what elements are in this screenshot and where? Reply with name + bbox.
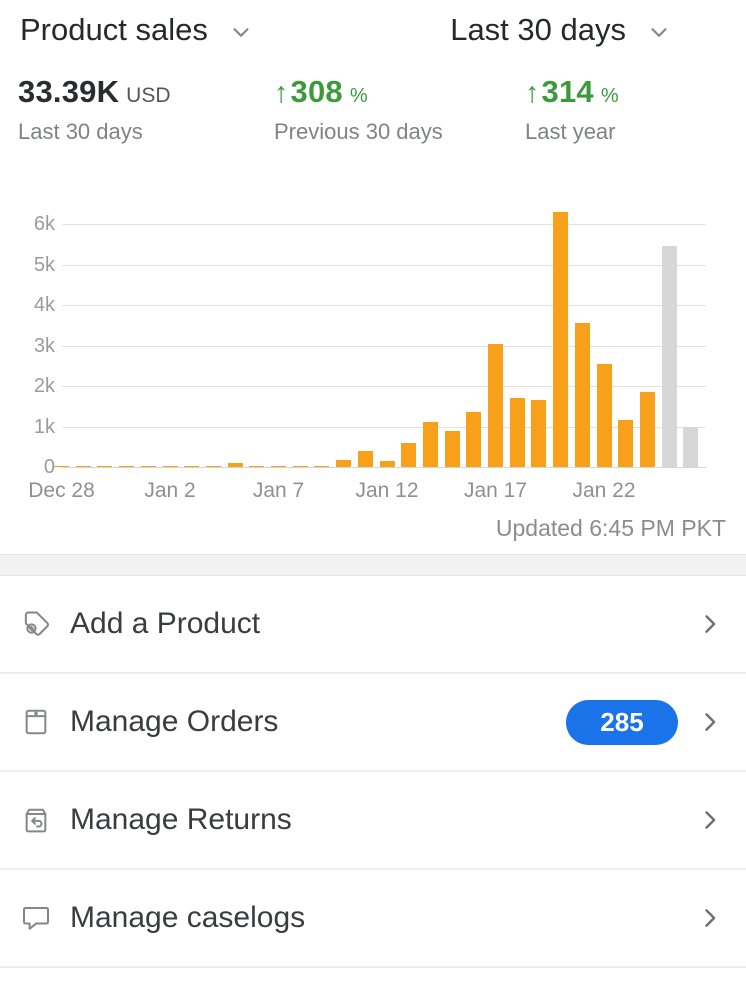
chevron-right-icon [696,708,724,736]
chart-bar-jan-12[interactable] [379,460,395,467]
chart-bar-jan-23[interactable] [618,420,634,467]
up-arrow-icon: ↑ [525,77,540,109]
chart-bar-jan-3[interactable] [184,465,200,467]
stats-row: 33.39K USD Last 30 days ↑ 308 % Previous… [0,74,746,145]
stat-label: Last 30 days [18,119,143,144]
grid-line [62,305,706,306]
grid-line [62,467,706,468]
stat-value: 308 [290,74,343,109]
stat-unit: USD [126,84,171,107]
chevron-right-icon [696,806,724,834]
section-divider-band [0,554,746,576]
chart-bar-jan-9[interactable] [314,465,330,467]
badge-count: 285 [566,699,678,745]
chevron-right-icon [696,610,724,638]
stat-label: Previous 30 days [274,119,443,144]
chart-bar-jan-7[interactable] [271,465,286,467]
menu-item-add-a-product[interactable]: Add a Product [0,576,746,674]
chevron-down-icon [646,19,672,45]
menu-item-label: Manage Orders [70,705,279,738]
y-axis-tick-label: 6k [33,213,55,235]
chart-bar-dec-31[interactable] [119,465,135,467]
stat-value: 33.39K [18,74,120,109]
sales-bar-chart[interactable]: 0 1k 2k 3k 4k 5k 6k Dec 28 Jan 2 Jan 7 Jan 12 Jan 1… [0,189,746,502]
chart-bar-jan-1[interactable] [140,465,156,467]
add-product-tag-icon [20,608,52,640]
stat-value: 314 [541,74,594,109]
stat-vs-previous-30-days: ↑ 308 % Previous 30 days [274,74,525,145]
date-range-selector-label: Last 30 days [450,12,626,47]
y-axis-tick-label: 4k [33,294,55,316]
grid-line [62,426,706,428]
chart-bar-jan-20[interactable] [553,211,569,467]
y-axis-tick-label: 5k [33,253,55,276]
chart-bar-jan-19[interactable] [531,400,547,467]
chart-bar-jan-15[interactable] [444,430,460,468]
chart-bar-jan-14[interactable] [422,422,438,467]
grid-line [62,264,706,266]
chart-bar-jan-16[interactable] [466,412,482,467]
stat-total-sales: 33.39K USD Last 30 days [18,74,274,145]
grid-line [62,386,706,387]
chevron-down-icon [228,19,254,45]
menu-item-label: Manage Returns [70,803,292,836]
y-axis-tick-label: 3k [33,334,55,357]
orders-icon [20,706,52,738]
x-axis-tick-label: Jan 12 [355,479,419,502]
metric-selector-label: Product sales [20,12,208,47]
chart-bar-jan-18[interactable] [509,398,525,467]
grid-line [62,224,706,225]
grid-line [62,345,706,347]
chart-bar-jan-21[interactable] [574,323,590,467]
chart-bar-jan-5[interactable] [227,462,243,467]
chart-bar-jan-10[interactable] [336,460,352,467]
x-axis-tick-label: Dec 28 [28,479,95,502]
stat-unit: % [349,85,368,107]
y-axis-tick-label: 2k [33,375,55,397]
returns-icon [20,804,52,836]
caselogs-chat-icon [20,902,52,934]
menu-item-label: Add a Product [70,607,261,640]
chart-bar-jan-17[interactable] [488,343,503,467]
chevron-right-icon [696,904,724,932]
chart-bar-jan-22[interactable] [596,363,612,467]
chart-bar-jan-25[interactable] [661,246,677,467]
dashboard-header: Product sales Last 30 days [0,0,746,48]
chart-bar-jan-6[interactable] [249,465,265,467]
chart-bar-jan-24[interactable] [639,392,655,467]
chart-bar-jan-26[interactable] [683,426,699,467]
stat-label: Last year [525,119,616,144]
metric-selector[interactable]: Product sales [20,12,254,48]
up-arrow-icon: ↑ [274,77,289,109]
stat-unit: % [600,85,619,107]
date-range-selector[interactable]: Last 30 days [450,12,672,48]
last-updated-text: Updated 6:45 PM PKT [495,515,726,541]
x-axis-tick-label: Jan 22 [572,479,636,502]
chart-bar-jan-2[interactable] [162,465,178,467]
x-axis-tick-label: Jan 7 [252,479,305,502]
menu-item-manage-returns[interactable]: Manage Returns [0,772,746,870]
x-axis-tick-label: Jan 2 [144,479,196,502]
chart-bar-jan-8[interactable] [292,465,308,467]
menu-item-manage-caselogs[interactable]: Manage caselogs [0,870,746,968]
menu-item-manage-orders[interactable]: Manage Orders 285 [0,674,746,772]
action-menu: Add a Product Manage Orders 285 Manage R… [0,576,746,1001]
menu-item-label: Payments [70,999,696,1001]
chart-bar-dec-29[interactable] [75,465,91,467]
menu-item-label: Manage caselogs [70,901,306,934]
y-axis-tick-label: 1k [33,415,55,438]
x-axis-tick-label: Jan 17 [463,479,528,502]
menu-item-payments[interactable]: Payments [0,968,746,1001]
chart-bar-dec-30[interactable] [97,465,113,467]
stat-vs-last-year: ↑ 314 % Last year [525,74,746,145]
chart-bar-jan-4[interactable] [205,465,221,467]
chart-bar-dec-28[interactable] [54,465,69,467]
chart-bar-jan-13[interactable] [401,442,417,467]
chart-bar-jan-11[interactable] [357,450,373,467]
y-axis-tick-label: 0 [43,456,55,478]
